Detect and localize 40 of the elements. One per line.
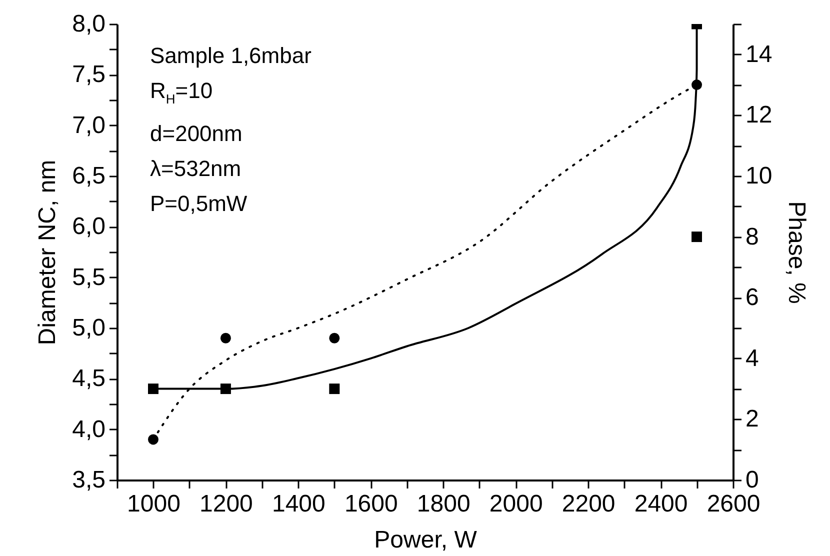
annotation: R$_{H}$=10 [150, 77, 214, 108]
y-tick-label: 6,0 [72, 213, 106, 240]
x-tick-label: 2400 [634, 490, 688, 518]
y2-axis-title: Phase, % [783, 201, 810, 304]
y-tick-label: 7,5 [72, 61, 106, 88]
y-tick-label: 4,0 [72, 416, 106, 443]
annotation: d=200nm [150, 120, 244, 148]
point [220, 332, 231, 344]
y2-tick-label: 0 [746, 466, 759, 494]
y-tick-label: 5,0 [72, 314, 106, 342]
x-tick-label: 1800 [416, 490, 470, 518]
y2-tick-label: 12 [746, 102, 772, 129]
y-axis-title: Diameter NC, nm [34, 160, 62, 346]
x-tick-label: 1600 [344, 490, 398, 518]
point [329, 332, 340, 344]
x-tick-label: 1200 [200, 490, 253, 518]
y2-tick-label: 8 [746, 223, 759, 250]
y2-tick-label: 10 [746, 162, 772, 190]
y-tick-label: 6,5 [72, 162, 106, 190]
y2-tick-label: 4 [746, 344, 759, 372]
annotation: λ=532nm [150, 155, 242, 184]
point [329, 384, 340, 394]
x-tick-label: 2000 [489, 490, 543, 518]
y2-tick-label: 2 [746, 406, 759, 433]
y-tick-label: 8,0 [72, 10, 106, 38]
y-tick-label: 7,0 [72, 112, 106, 139]
annotation: P=0,5mW [150, 190, 248, 218]
point [692, 232, 702, 242]
x-tick-label: 2600 [706, 490, 760, 518]
y-tick-label: 4,5 [72, 365, 106, 392]
y2-tick-label: 14 [746, 40, 772, 68]
y-tick-label: 3,5 [72, 466, 106, 494]
x-tick-label: 1000 [127, 490, 180, 518]
x-tick-label: 2200 [562, 490, 616, 518]
annotation: Sample 1,6mbar [150, 42, 312, 70]
point [148, 434, 158, 445]
x-tick-label: 1400 [272, 490, 326, 518]
y2-tick-label: 6 [746, 284, 759, 312]
x-axis-title: Power, W [374, 526, 478, 554]
y-tick-label: 5,5 [72, 264, 106, 291]
